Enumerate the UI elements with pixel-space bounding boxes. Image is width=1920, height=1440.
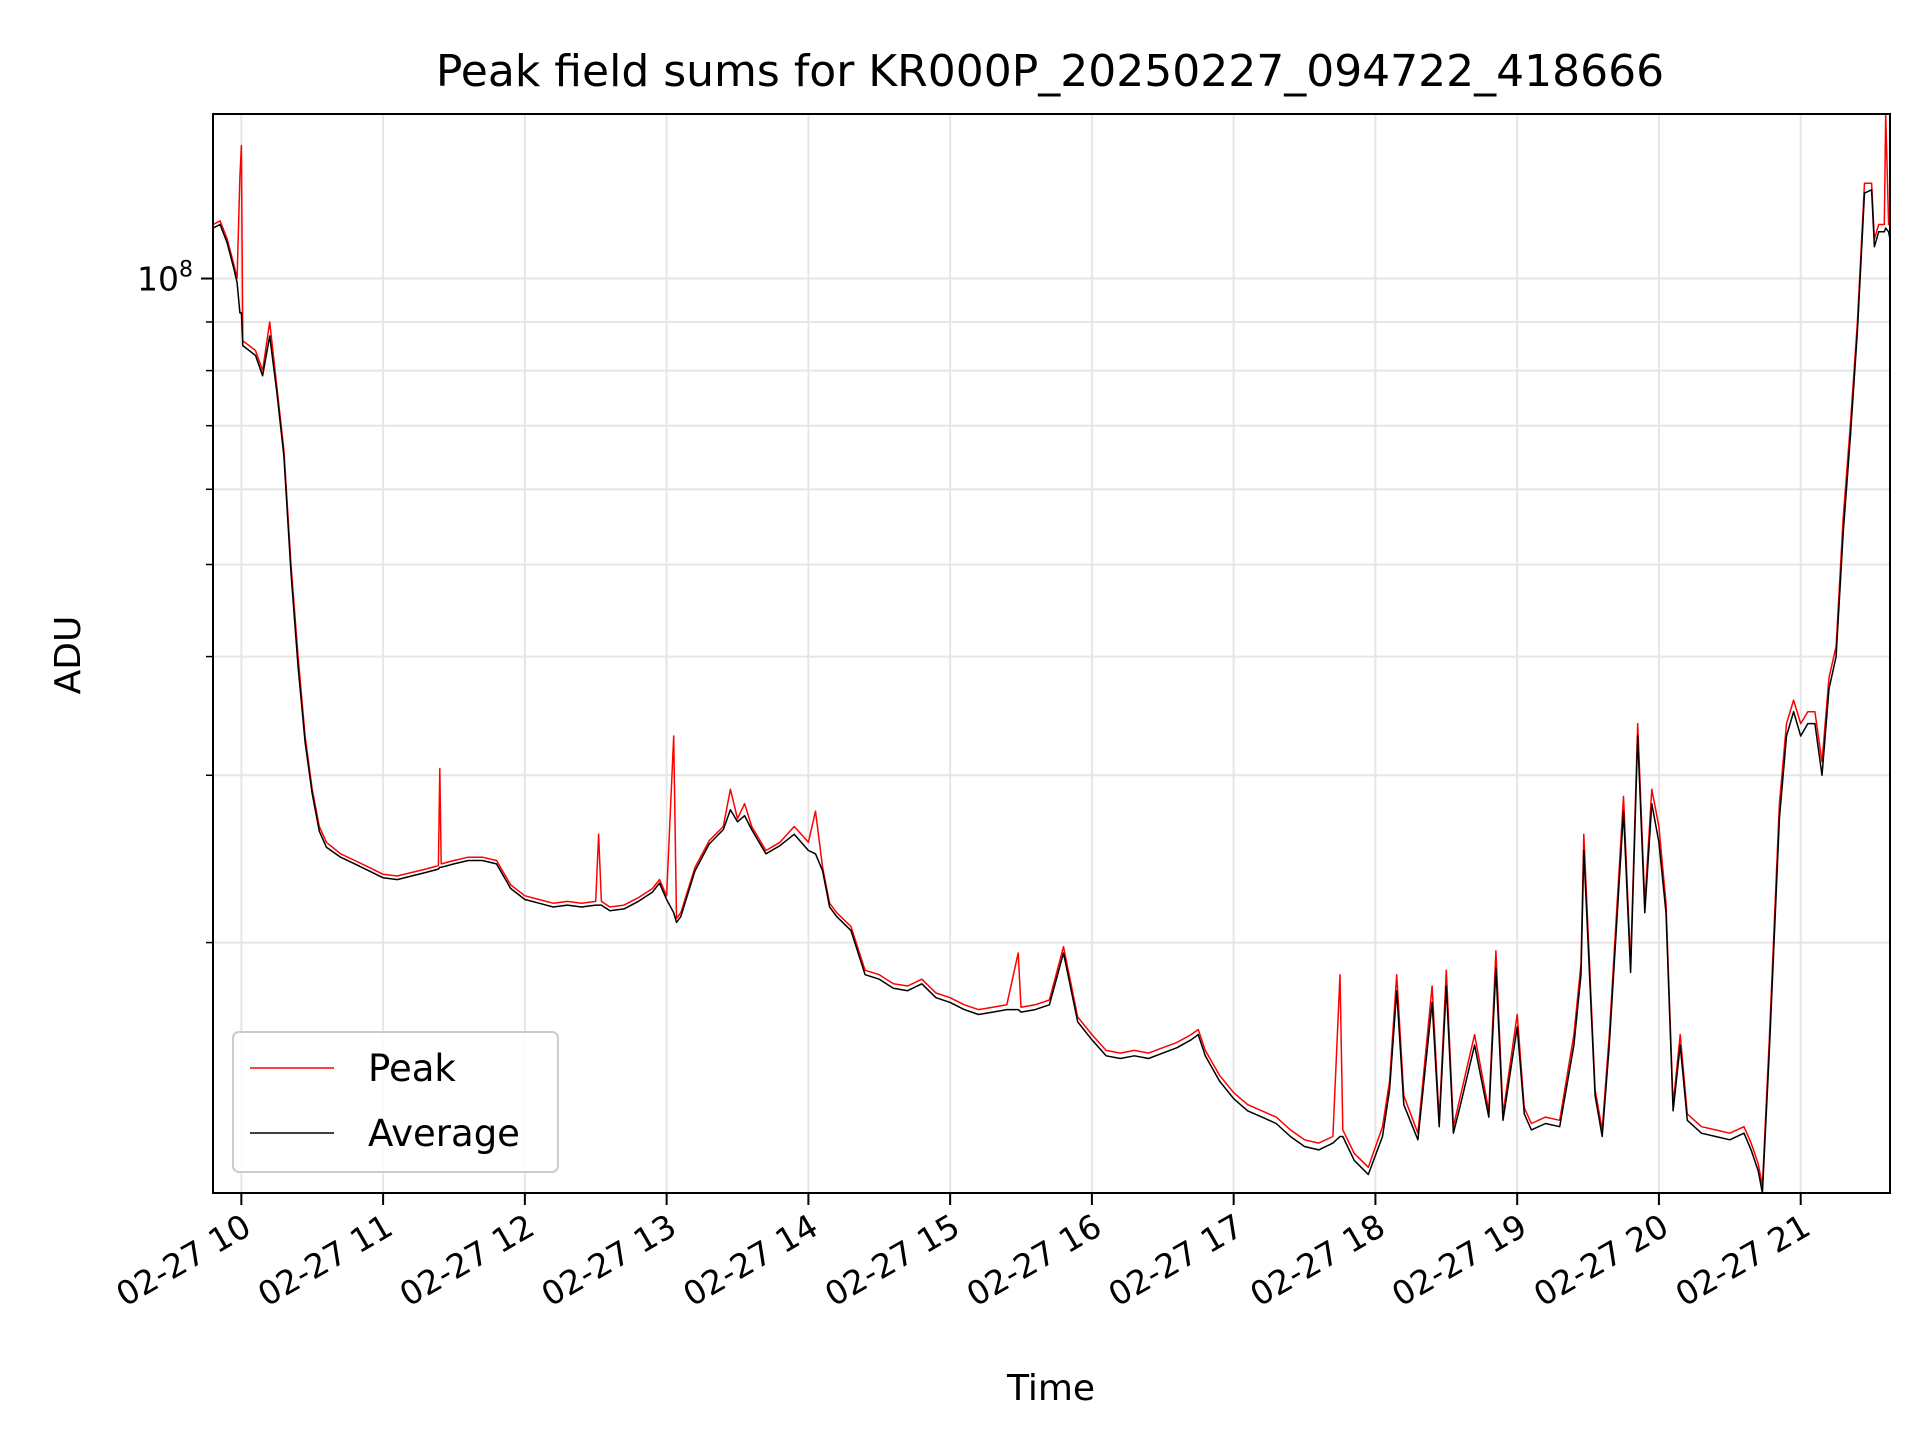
x-tick-label: 02-27 20 bbox=[1527, 1206, 1675, 1314]
chart-title: Peak field sums for KR000P_20250227_0947… bbox=[436, 46, 1664, 97]
grid-lines bbox=[213, 114, 1890, 1193]
x-tick-label: 02-27 14 bbox=[676, 1206, 824, 1314]
y-tick-label: 108 bbox=[137, 258, 193, 299]
x-tick-label: 02-27 16 bbox=[960, 1206, 1108, 1314]
legend-label-average: Average bbox=[368, 1112, 520, 1155]
x-tick-label: 02-27 13 bbox=[535, 1206, 683, 1314]
legend-box bbox=[232, 1031, 559, 1173]
legend-label-peak: Peak bbox=[368, 1047, 456, 1090]
x-tick-label: 02-27 18 bbox=[1243, 1206, 1391, 1314]
plot-frame bbox=[212, 113, 1891, 1194]
series-line-peak bbox=[212, 113, 1891, 1187]
x-tick-label: 02-27 11 bbox=[251, 1206, 399, 1314]
x-tick-label: 02-27 15 bbox=[818, 1206, 966, 1314]
y-axis: 108 bbox=[137, 258, 213, 944]
series-layer bbox=[212, 113, 1891, 1194]
y-axis-label: ADU bbox=[48, 616, 89, 695]
x-tick-label: 02-27 19 bbox=[1385, 1206, 1533, 1314]
series-line-average bbox=[212, 189, 1891, 1194]
x-axis-label: Time bbox=[1006, 1368, 1095, 1409]
x-tick-label: 02-27 10 bbox=[109, 1206, 257, 1314]
x-tick-label: 02-27 17 bbox=[1102, 1206, 1250, 1314]
x-tick-label: 02-27 21 bbox=[1669, 1206, 1817, 1314]
legend: Peak Average bbox=[232, 1031, 559, 1173]
x-tick-label: 02-27 12 bbox=[393, 1206, 541, 1314]
